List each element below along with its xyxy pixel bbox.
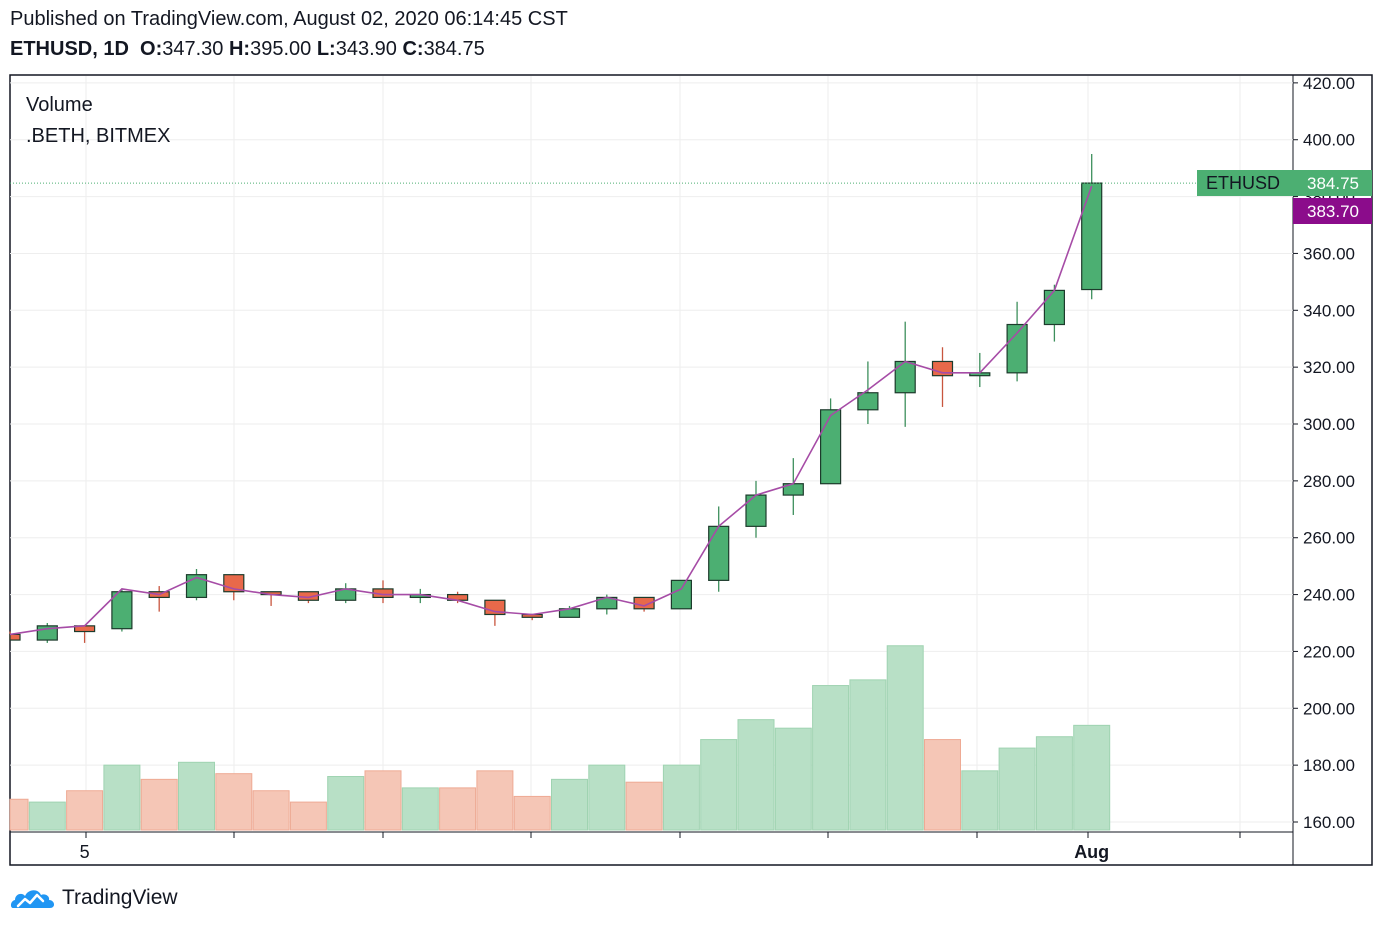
candles [9, 153, 1103, 643]
candle [857, 361, 879, 425]
volume-bar [513, 795, 551, 831]
ohlc-header: ETHUSD, 1D O:347.30 H:395.00 L:343.90 C:… [10, 38, 485, 61]
candle [36, 623, 58, 643]
y-tick-label: 400.00 [1303, 131, 1355, 150]
x-tick-label: Aug [1074, 842, 1109, 862]
volume-bar [998, 747, 1036, 831]
candle [1006, 301, 1028, 382]
high-label: H: [228, 38, 251, 60]
volume-bar [625, 781, 663, 831]
low-value: 343.90 [335, 38, 397, 60]
volume-bar [849, 679, 887, 831]
volume-bar [1035, 736, 1073, 831]
beth-line-path [9, 185, 1093, 636]
volume-bar [140, 778, 178, 831]
candle [111, 588, 133, 632]
volume-bar [774, 727, 812, 831]
y-tick-label: 360.00 [1303, 244, 1355, 263]
volume-bar [812, 685, 850, 831]
volume-bar [327, 776, 365, 831]
x-tick-label: 5 [80, 842, 90, 862]
candle-body [1043, 289, 1066, 326]
volume-bar [252, 790, 290, 831]
y-tick-label: 280.00 [1303, 472, 1355, 491]
candle-body [745, 494, 767, 527]
low-label: L: [316, 38, 336, 60]
time-axis: 5 Aug [80, 832, 1241, 862]
volume-bar [364, 770, 402, 831]
candle-body [670, 579, 693, 610]
volume-bar [9, 798, 29, 831]
open-value: 347.30 [162, 38, 224, 60]
footer: TradingView [10, 882, 178, 914]
volume-bar [439, 787, 477, 831]
tradingview-logo-icon [10, 890, 55, 908]
candle [670, 579, 693, 610]
volume-bars [9, 645, 1111, 831]
ethusd-label-text: ETHUSD [1206, 173, 1280, 193]
chart-frame [9, 74, 1373, 866]
candle-body [1006, 323, 1028, 374]
candle [1081, 153, 1103, 300]
close-value: 384.75 [423, 38, 485, 60]
y-tick-label: 160.00 [1303, 813, 1355, 832]
y-tick-label: 420.00 [1303, 74, 1355, 93]
y-tick-label: 320.00 [1303, 358, 1355, 377]
volume-bar [103, 764, 141, 831]
open-label: O: [140, 38, 163, 60]
legend-source: .BETH, BITMEX [26, 125, 170, 147]
beth-price-badge [1293, 198, 1372, 224]
ethusd-label-badge [1197, 170, 1293, 196]
volume-bar [66, 790, 104, 831]
volume-bar [178, 761, 215, 831]
volume-bar [551, 778, 588, 831]
y-tick-label: 200.00 [1303, 699, 1355, 718]
volume-bar [1073, 724, 1111, 831]
volume-bar [401, 787, 439, 831]
volume-bar [886, 645, 924, 831]
y-tick-label: 340.00 [1303, 301, 1355, 320]
candle-body [819, 409, 842, 485]
grid [10, 76, 1293, 831]
y-tick-label: 260.00 [1303, 529, 1355, 548]
volume-bar [662, 764, 700, 831]
candle-body [111, 591, 133, 630]
candle-body [1081, 182, 1103, 291]
legend-volume: Volume [26, 94, 93, 116]
price-badges: ETHUSD 384.75 383.70 [1197, 170, 1372, 224]
volume-bar [924, 739, 961, 831]
y-tick-label: 220.00 [1303, 642, 1355, 661]
beth-price-text: 383.70 [1307, 202, 1359, 221]
volume-bar [700, 739, 738, 831]
candle [484, 599, 506, 626]
y-tick-label: 300.00 [1303, 415, 1355, 434]
volume-bar [961, 770, 999, 831]
candle [819, 398, 842, 485]
symbol-label: ETHUSD, 1D [10, 38, 129, 60]
published-header: Published on TradingView.com, August 02,… [10, 8, 568, 30]
volume-bar [215, 773, 253, 831]
candle-body [484, 599, 506, 616]
y-tick-label: 180.00 [1303, 756, 1355, 775]
volume-bar [737, 719, 775, 831]
volume-bar [476, 770, 514, 831]
candle-body [708, 525, 730, 581]
y-tick-label: 240.00 [1303, 586, 1355, 605]
high-value: 395.00 [250, 38, 312, 60]
candle-body [9, 633, 21, 641]
candle-body [857, 392, 879, 411]
ethusd-price-badge [1293, 170, 1372, 196]
ethusd-price-text: 384.75 [1307, 174, 1359, 193]
close-label: C: [402, 38, 424, 60]
volume-bar [289, 801, 327, 831]
tradingview-brand[interactable]: TradingView [62, 886, 178, 909]
volume-bar [28, 801, 66, 831]
volume-bar [588, 764, 626, 831]
